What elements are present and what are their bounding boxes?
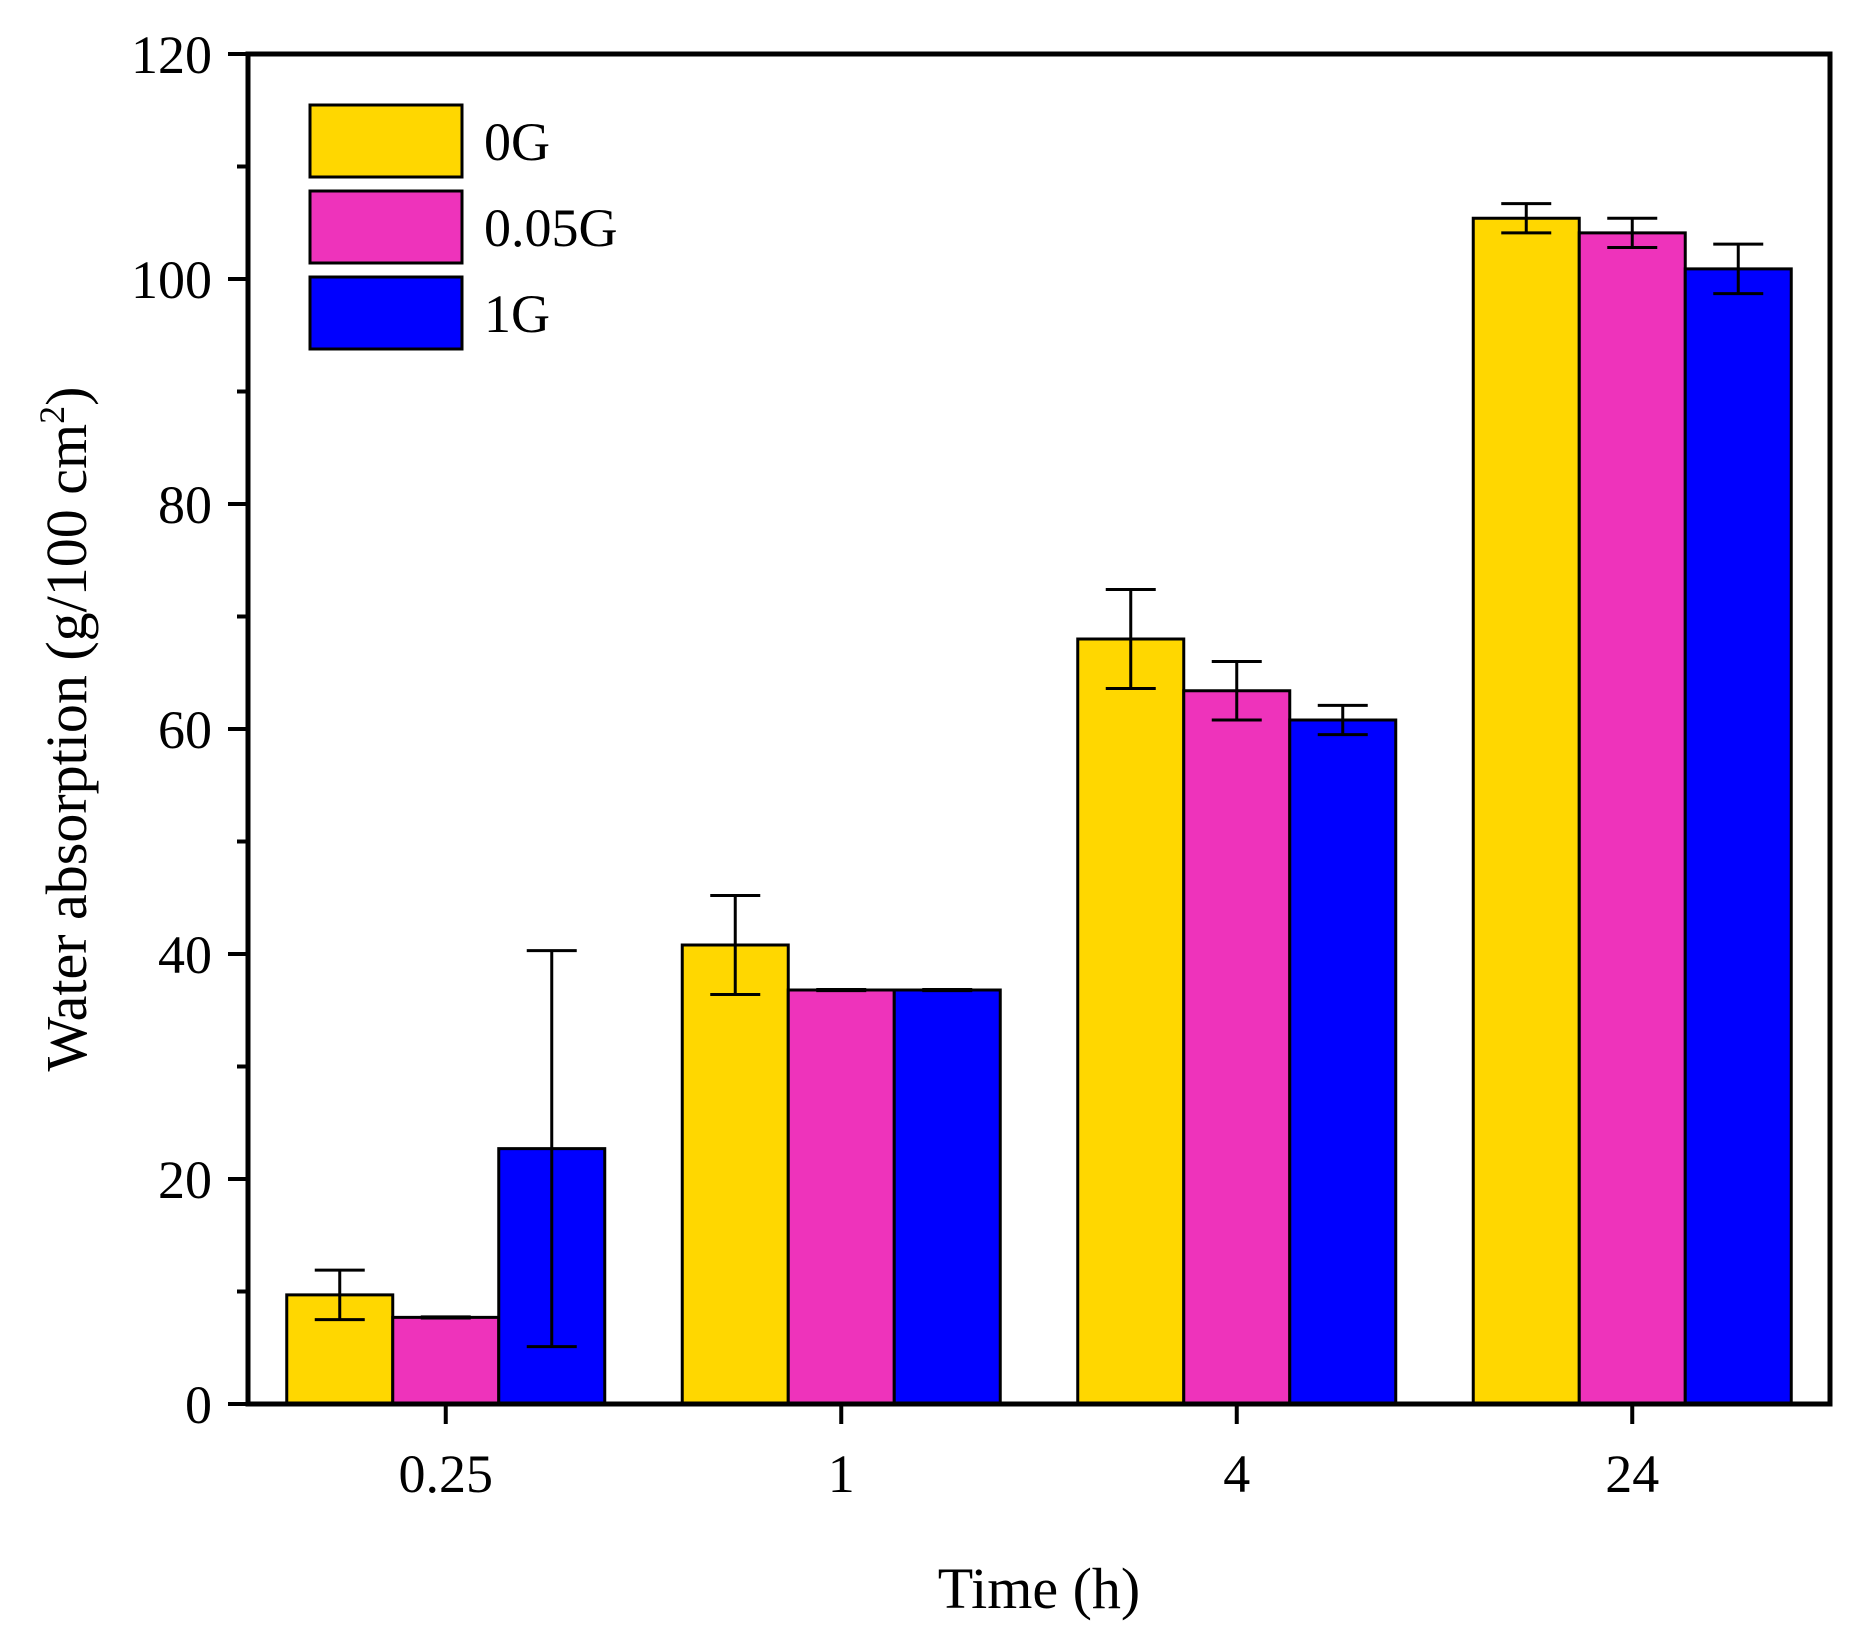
y-axis-title-main: Water absorption (g/100 cm (34, 424, 99, 1072)
y-tick-label-60: 60 (158, 700, 212, 760)
x-tick-label-0.25: 0.25 (399, 1444, 494, 1504)
y-tick-label-20: 20 (158, 1150, 212, 1210)
y-axis-title-close: ) (34, 387, 99, 406)
y-tick-label-0: 0 (185, 1375, 212, 1435)
y-axis-title-superscript: 2 (32, 406, 72, 424)
bar-1G-4 (1288, 718, 1398, 1406)
legend-swatch-1G (308, 275, 464, 351)
y-axis-title: Water absorption (g/100 cm2) (32, 387, 99, 1072)
bar-1G-1 (892, 988, 1002, 1406)
y-tick-label-80: 80 (158, 475, 212, 535)
legend-swatch-0G (308, 103, 464, 179)
bar-1G-24 (1683, 267, 1793, 1406)
error-bars-layer (314, 202, 1764, 1349)
bar-0G-4 (1076, 637, 1186, 1406)
bar-0.05G-24 (1577, 231, 1687, 1406)
legend-label-0G: 0G (484, 112, 550, 172)
bars-layer (285, 216, 1793, 1406)
y-tick-label-120: 120 (131, 25, 212, 85)
legend: 0G 0.05G 1G (308, 103, 618, 351)
y-axis: 0 20 40 60 80 100 120 (131, 25, 248, 1435)
x-tick-label-4: 4 (1223, 1444, 1250, 1504)
bar-0.05G-1 (786, 988, 896, 1406)
legend-label-0.05G: 0.05G (484, 198, 618, 258)
bar-0.05G-0.25 (391, 1315, 501, 1406)
y-tick-label-40: 40 (158, 925, 212, 985)
legend-label-1G: 1G (484, 284, 550, 344)
bar-0.05G-4 (1182, 689, 1292, 1406)
x-axis-title: Time (h) (938, 1556, 1141, 1621)
legend-swatch-0.05G (308, 189, 464, 265)
x-tick-label-1: 1 (828, 1444, 855, 1504)
x-tick-label-24: 24 (1605, 1444, 1659, 1504)
y-tick-label-100: 100 (131, 250, 212, 310)
bar-0G-24 (1471, 216, 1581, 1406)
x-axis: 0.25 1 4 24 (399, 1404, 1659, 1504)
bar-0G-1 (680, 943, 790, 1406)
